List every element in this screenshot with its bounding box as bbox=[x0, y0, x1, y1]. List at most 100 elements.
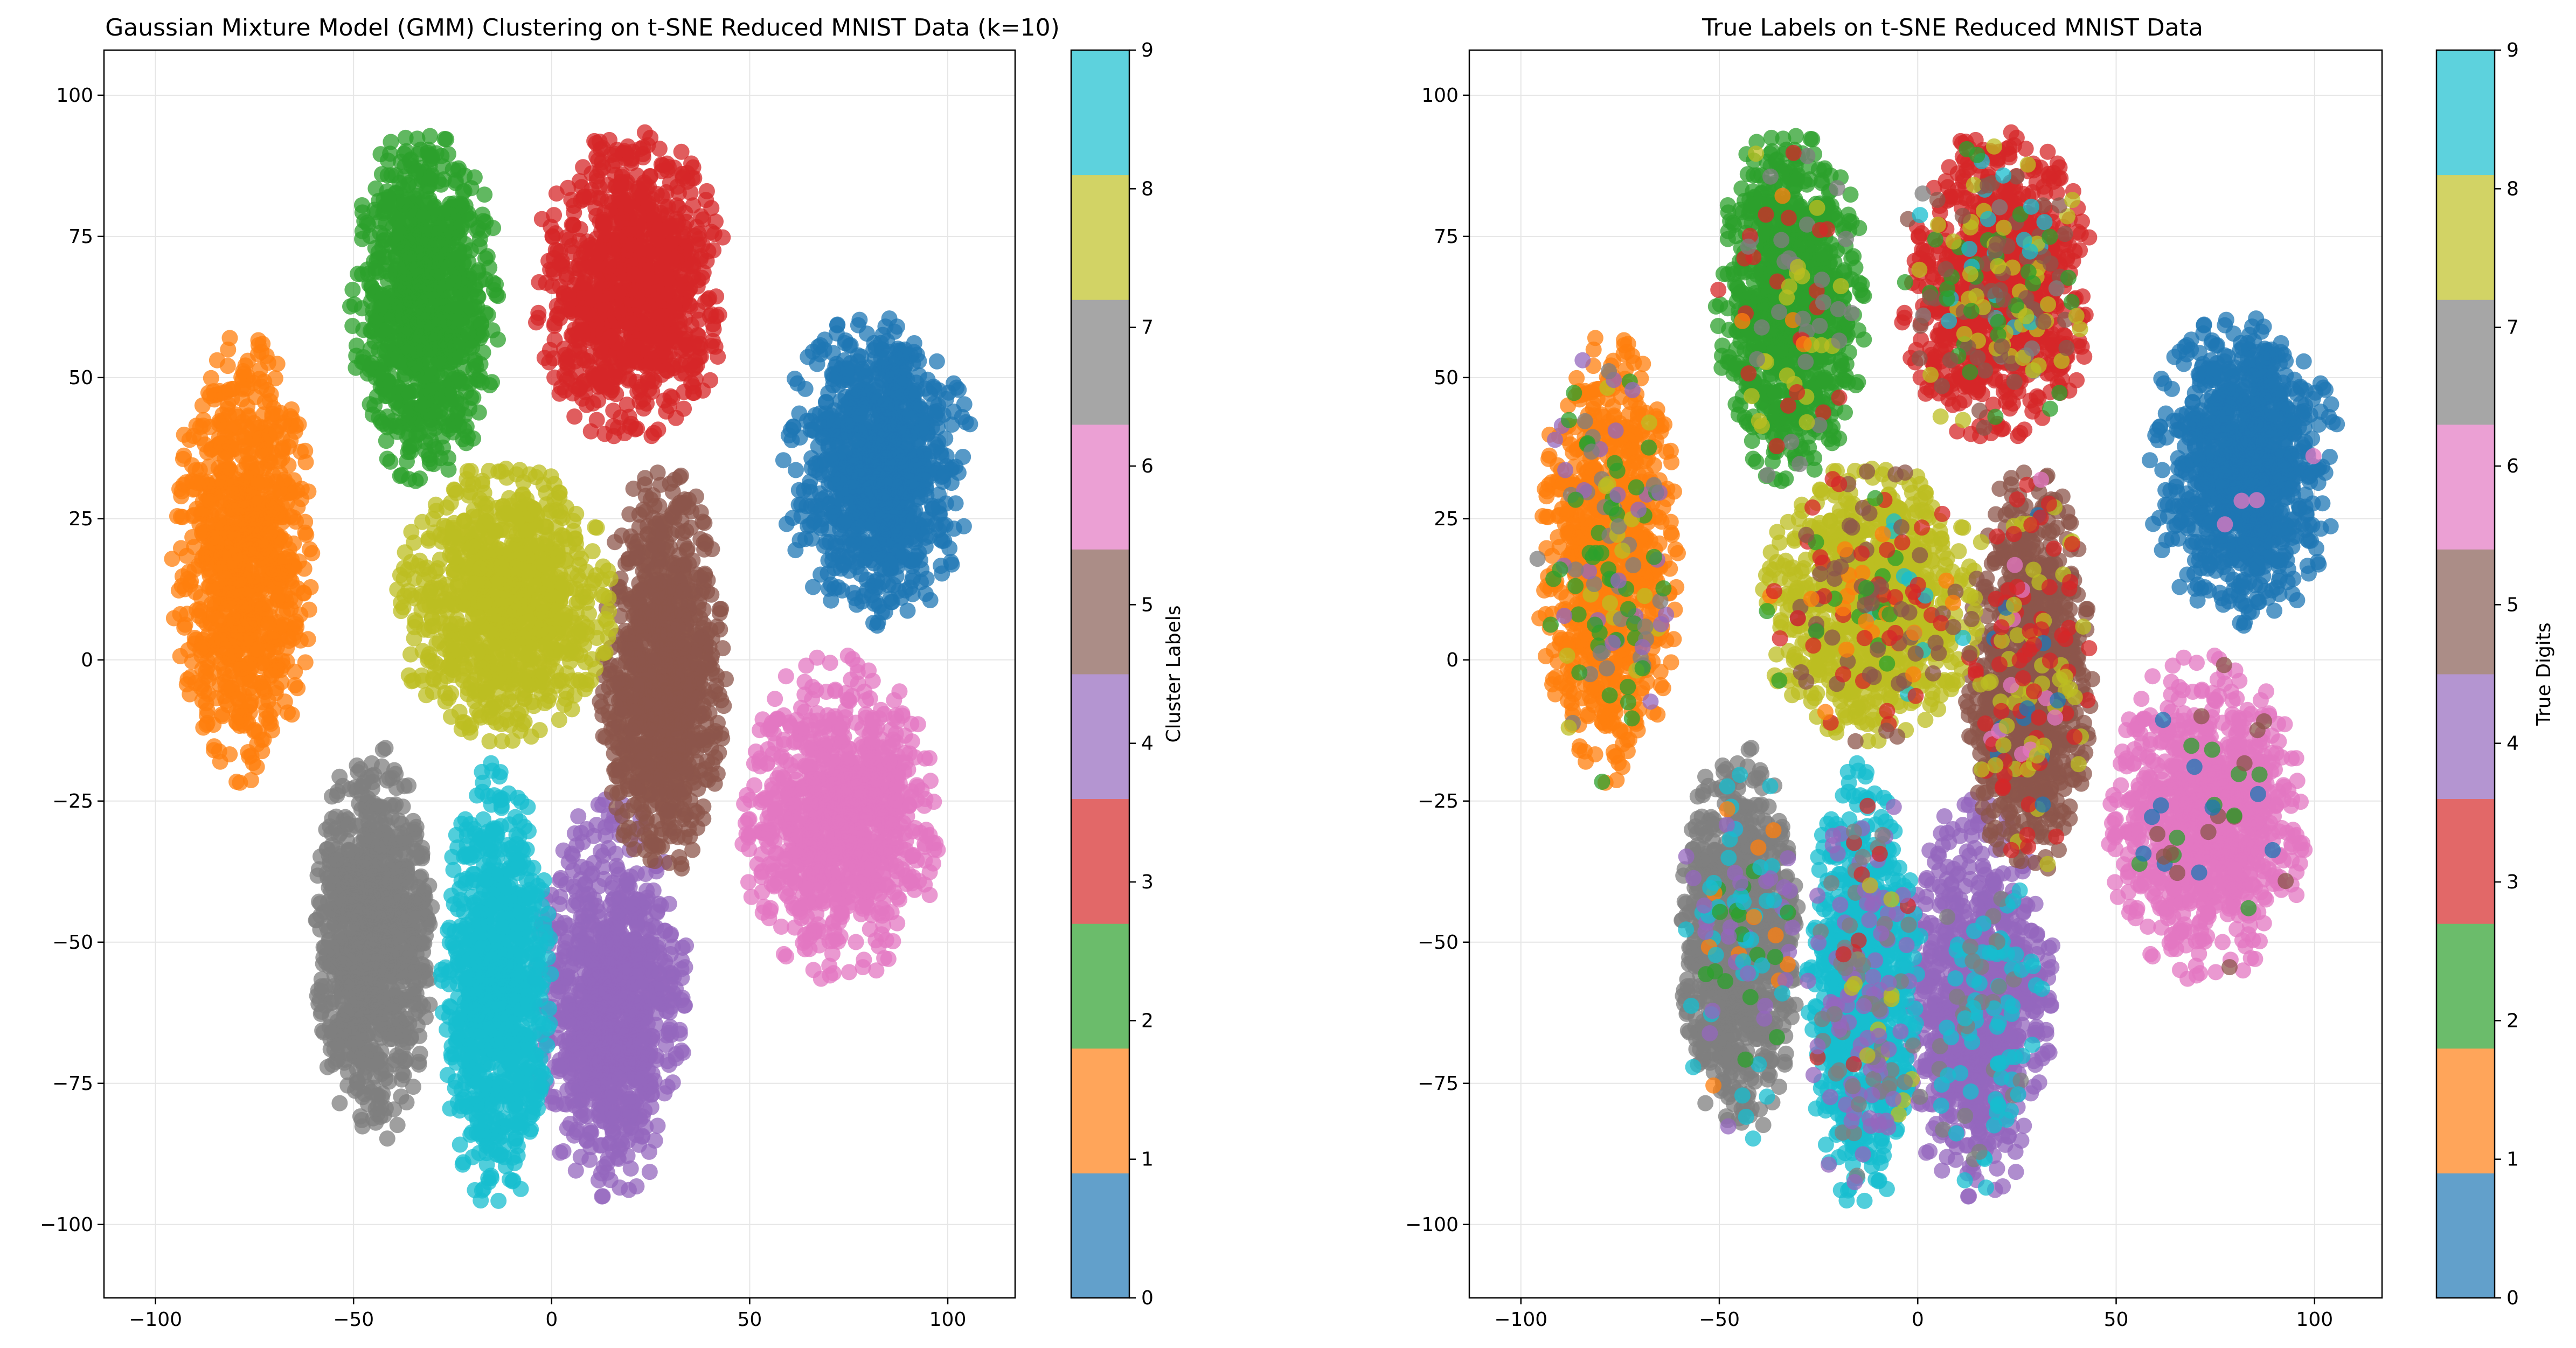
scatter-point bbox=[297, 524, 314, 541]
scatter-point bbox=[907, 481, 924, 497]
scatter-point bbox=[674, 267, 691, 284]
scatter-point bbox=[899, 506, 915, 523]
scatter-point bbox=[249, 641, 266, 658]
scatter-point bbox=[436, 130, 453, 147]
scatter-point bbox=[485, 220, 502, 237]
scatter-point bbox=[956, 396, 973, 413]
scatter-point bbox=[627, 1017, 643, 1034]
scatter-point bbox=[490, 331, 506, 348]
scatter-point bbox=[256, 684, 273, 700]
scatter-point bbox=[176, 619, 193, 636]
scatter-point bbox=[374, 238, 391, 255]
scatter-point bbox=[643, 351, 660, 368]
scatter-point bbox=[574, 350, 591, 367]
scatter-point bbox=[231, 485, 247, 502]
scatter-point bbox=[842, 537, 858, 553]
scatter-point bbox=[433, 350, 449, 367]
scatter-point bbox=[178, 547, 195, 564]
scatter-point bbox=[264, 406, 281, 422]
scatter-point bbox=[631, 183, 648, 199]
scatter-point bbox=[629, 919, 646, 935]
scatter-point bbox=[938, 495, 954, 512]
scatter-point bbox=[829, 316, 846, 333]
scatter-point bbox=[423, 319, 440, 336]
scatter-point bbox=[203, 370, 219, 386]
scatter-point bbox=[580, 286, 597, 302]
scatter-point bbox=[595, 364, 612, 380]
scatter-point bbox=[292, 632, 309, 649]
scatter-point bbox=[412, 357, 429, 374]
scatter-point bbox=[588, 315, 605, 332]
scatter-point bbox=[876, 561, 893, 578]
scatter-point bbox=[829, 413, 845, 429]
scatter-point bbox=[440, 146, 456, 162]
scatter-point bbox=[644, 918, 661, 934]
scatter-point bbox=[698, 192, 714, 209]
scatter-point bbox=[221, 330, 238, 346]
scatter-point bbox=[899, 602, 916, 619]
scatter-point bbox=[823, 592, 839, 609]
scatter-point bbox=[353, 300, 370, 317]
scatter-point bbox=[407, 473, 424, 489]
scatter-point bbox=[414, 303, 431, 320]
scatter-point bbox=[265, 502, 281, 518]
scatter-point bbox=[264, 629, 281, 645]
scatter-point bbox=[219, 358, 236, 374]
scatter-point bbox=[605, 402, 622, 419]
scatter-point bbox=[221, 585, 237, 601]
scatter-point bbox=[575, 244, 592, 261]
scatter-point bbox=[391, 297, 408, 314]
scatter-point bbox=[922, 592, 939, 608]
scatter-point bbox=[675, 1044, 691, 1061]
scatter-point bbox=[447, 175, 464, 191]
scatter-point bbox=[379, 450, 395, 467]
scatter-point bbox=[473, 316, 490, 332]
scatter-point bbox=[270, 588, 287, 604]
scatter-point bbox=[449, 308, 466, 324]
scatter-point bbox=[643, 428, 660, 444]
scatter-point bbox=[789, 375, 806, 392]
scatter-point bbox=[476, 186, 493, 203]
scatter-point bbox=[832, 393, 849, 409]
scatter-point bbox=[659, 1078, 676, 1095]
scatter-point bbox=[934, 565, 950, 582]
scatter-point bbox=[402, 438, 419, 454]
scatter-point bbox=[548, 297, 565, 314]
scatter-point bbox=[859, 582, 876, 599]
scatter-point bbox=[462, 242, 479, 259]
scatter-point bbox=[271, 453, 288, 469]
scatter-point bbox=[787, 542, 804, 559]
scatter-point bbox=[348, 348, 365, 364]
scatter-point bbox=[226, 555, 243, 572]
scatter-point bbox=[164, 551, 180, 567]
scatter-point bbox=[344, 281, 361, 298]
scatter-point bbox=[450, 268, 467, 284]
scatter-point bbox=[273, 674, 290, 691]
scatter-point bbox=[421, 451, 438, 467]
scatter-point bbox=[546, 315, 563, 332]
scatter-point bbox=[820, 565, 836, 582]
scatter-point bbox=[546, 369, 563, 386]
scatter-point bbox=[931, 382, 947, 399]
scatter-point bbox=[850, 317, 866, 333]
scatter-point bbox=[612, 1179, 628, 1196]
scatter-point bbox=[296, 585, 312, 602]
scatter-point bbox=[916, 511, 933, 528]
scatter-point bbox=[955, 518, 972, 534]
scatter-point bbox=[691, 231, 707, 247]
scatter-point bbox=[640, 1061, 656, 1078]
scatter-point bbox=[588, 412, 605, 428]
scatter-point bbox=[818, 394, 835, 411]
scatter-point bbox=[916, 380, 933, 397]
scatter-point bbox=[805, 579, 821, 595]
scatter-point bbox=[564, 847, 581, 864]
scatter-point bbox=[223, 439, 239, 455]
scatter-point bbox=[253, 576, 269, 593]
scatter-point bbox=[630, 994, 647, 1011]
scatter-point bbox=[900, 519, 916, 536]
scatter-point bbox=[462, 376, 478, 392]
scatter-point bbox=[225, 502, 241, 519]
scatter-point bbox=[356, 213, 373, 230]
scatter-point bbox=[823, 447, 839, 464]
